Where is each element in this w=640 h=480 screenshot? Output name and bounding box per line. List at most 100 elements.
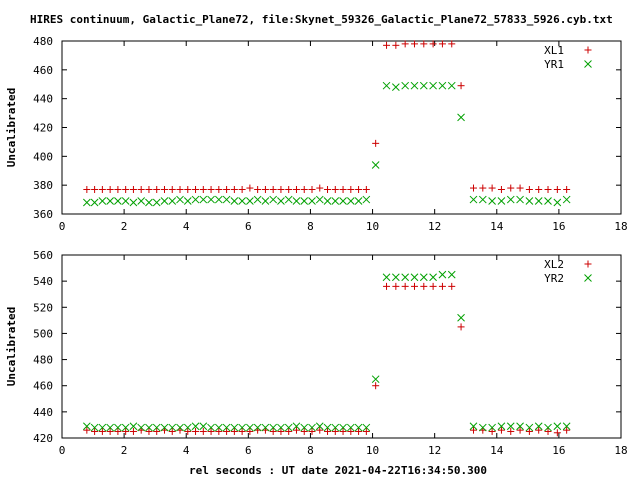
data-point: [207, 427, 215, 435]
data-point: [534, 197, 543, 205]
data-point-d2: [438, 270, 447, 279]
data-point: [429, 81, 437, 90]
data-point-d2: [199, 422, 208, 431]
x-tick-label: 18: [614, 220, 627, 233]
y-tick-label: 380: [33, 179, 53, 192]
x-tick-label: 14: [490, 444, 504, 457]
x-tick-label: 6: [245, 444, 252, 457]
data-point: [383, 41, 391, 49]
data-point-d2: [183, 197, 192, 205]
data-point-d2: [269, 195, 278, 204]
data-point: [285, 185, 293, 193]
data-point: [106, 427, 114, 435]
data-point-d2: [207, 195, 215, 204]
data-point: [438, 282, 446, 290]
data-point: [214, 423, 223, 432]
x-tick-label: 2: [121, 444, 128, 457]
data-point: [447, 81, 456, 90]
data-point: [230, 185, 238, 193]
x-tick-label: 16: [552, 220, 565, 233]
legend-label: YR1: [544, 58, 564, 71]
data-point-d2: [207, 423, 215, 432]
data-point: [83, 426, 91, 434]
data-point: [447, 270, 456, 279]
data-point: [152, 423, 161, 432]
data-point-d2: [371, 375, 380, 384]
data-point: [269, 423, 278, 432]
data-point: [525, 423, 534, 432]
data-point: [457, 313, 465, 322]
data-point-d2: [534, 197, 543, 205]
x-tick-label: 18: [614, 444, 627, 457]
data-point-d2: [152, 423, 161, 432]
data-point: [331, 197, 340, 205]
data-point-d2: [447, 270, 456, 279]
data-point: [497, 426, 505, 434]
data-point: [222, 423, 231, 432]
data-point: [145, 423, 153, 432]
data-point-d2: [419, 273, 428, 282]
x-tick-label: 4: [183, 444, 190, 457]
data-point-d2: [246, 197, 254, 205]
data-point: [191, 195, 200, 204]
data-point: [457, 323, 465, 331]
data-point: [277, 423, 285, 432]
data-point-d2: [362, 423, 371, 432]
data-point-d2: [391, 273, 400, 282]
data-point: [323, 197, 332, 205]
data-point-d2: [516, 422, 524, 431]
data-point: [347, 185, 355, 193]
data-point: [316, 184, 324, 192]
data-point-d2: [488, 423, 496, 432]
series-YR1: [82, 81, 571, 207]
data-point: [308, 185, 316, 193]
data-point: [253, 195, 262, 204]
data-point-d2: [261, 197, 270, 205]
data-point-d2: [191, 422, 200, 431]
data-point-d2: [168, 197, 177, 205]
data-point: [230, 427, 238, 435]
chart-title: HIRES continuum, Galactic_Plane72, file:…: [30, 13, 613, 26]
data-point: [331, 423, 340, 432]
data-point: [230, 197, 239, 205]
data-point: [469, 422, 478, 431]
data-point: [269, 427, 277, 435]
data-point: [191, 422, 200, 431]
data-point: [553, 185, 561, 193]
data-point: [308, 423, 316, 432]
data-point: [355, 185, 363, 193]
data-point: [192, 427, 200, 435]
data-point: [122, 185, 130, 193]
data-point-d2: [82, 198, 91, 207]
data-point-d2: [183, 423, 192, 432]
series-XL2: [83, 282, 571, 437]
data-point-d2: [98, 423, 107, 432]
y-tick-label: 480: [33, 35, 53, 48]
data-point-d2: [382, 273, 391, 282]
data-point: [137, 423, 146, 432]
x-tick-label: 12: [428, 220, 441, 233]
data-point: [401, 40, 409, 48]
data-point: [199, 422, 208, 431]
data-point-d2: [300, 423, 309, 432]
data-point: [544, 185, 552, 193]
data-point: [315, 195, 324, 204]
y-tick-label: 460: [33, 64, 53, 77]
x-tick-label: 16: [552, 444, 565, 457]
data-point: [438, 81, 447, 90]
data-point: [114, 423, 122, 432]
data-point: [469, 184, 477, 192]
x-axis-label: rel seconds : UT date 2021-04-22T16:34:5…: [189, 464, 487, 477]
data-point-d2: [362, 195, 371, 204]
data-point: [324, 185, 332, 193]
data-point: [129, 185, 137, 193]
data-point: [300, 197, 309, 205]
data-point: [324, 427, 332, 435]
data-point: [506, 422, 515, 431]
data-point: [184, 427, 192, 435]
plot-frame: [61, 40, 622, 215]
data-point: [419, 81, 428, 90]
data-point: [106, 423, 114, 432]
data-point-d2: [457, 113, 465, 122]
data-point: [525, 185, 533, 193]
